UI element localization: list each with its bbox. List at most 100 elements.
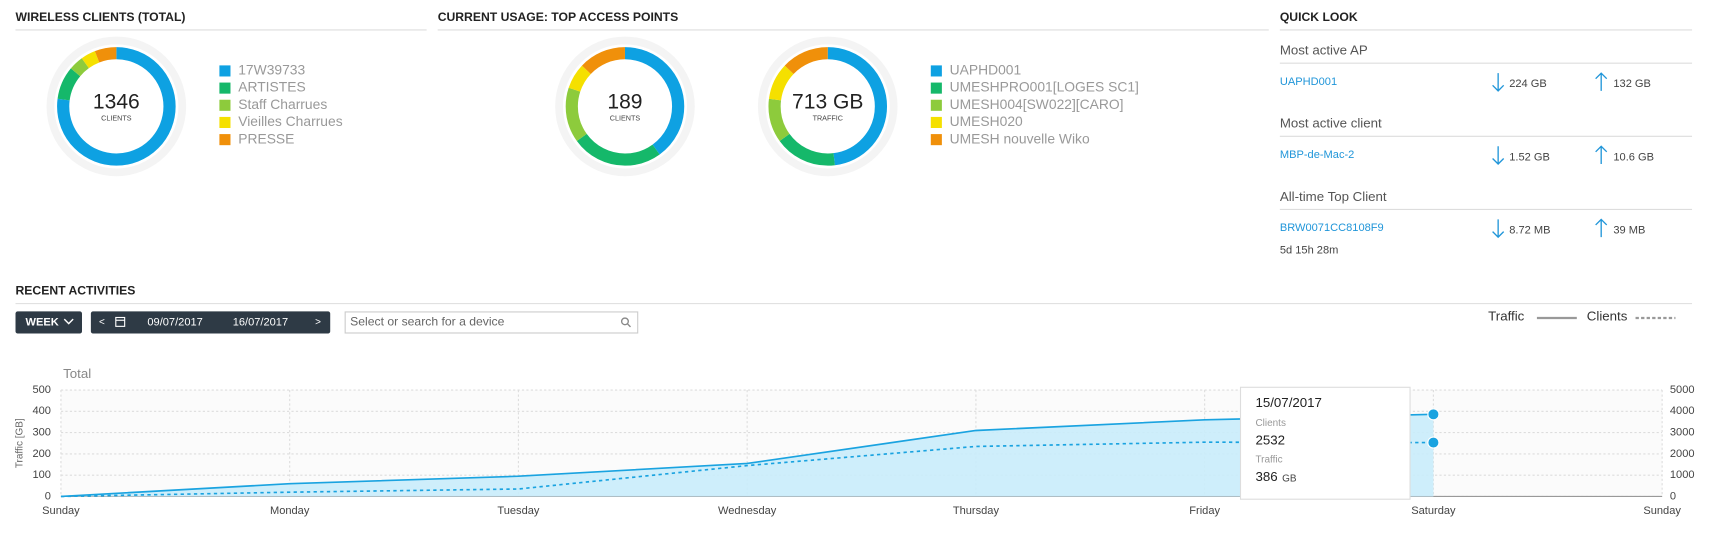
y2-tick-label: 1000 (1670, 469, 1695, 481)
ql-heading: Most active client (1280, 116, 1382, 131)
chevron (63, 318, 74, 325)
range-bg[interactable] (90, 311, 331, 334)
series-area (60, 414, 1434, 497)
donut-halo-inner (54, 44, 179, 169)
y-tick-label: 500 (32, 384, 50, 396)
y2-tick-label: 2000 (1670, 448, 1695, 460)
hover-point (1427, 408, 1440, 421)
legend-label: UAPHD001 (950, 62, 1022, 78)
donut-segment (768, 47, 888, 166)
ql-up: 39 MB (1613, 224, 1645, 236)
donut-segment (565, 47, 685, 166)
download-arrow (1492, 219, 1505, 239)
legend-swatch (219, 65, 231, 77)
hover-point (1427, 436, 1440, 449)
donut-segment (768, 47, 888, 166)
donut-value: 1346 (93, 91, 140, 114)
legend-swatch (219, 134, 231, 146)
section-title: RECENT ACTIVITIES (16, 284, 136, 298)
y2-tick-label: 3000 (1670, 427, 1695, 439)
section-title: QUICK LOOK (1280, 10, 1358, 24)
ql-down: 8.72 MB (1509, 224, 1550, 236)
legend-swatch (930, 82, 942, 94)
chart-title: Total (63, 366, 91, 381)
legend-label: Staff Charrues (238, 96, 327, 112)
upload-arrow (1595, 218, 1608, 238)
legend-label: Clients (1587, 308, 1628, 323)
tooltip-label: Traffic (1255, 455, 1282, 466)
y-tick-label: 300 (32, 427, 50, 439)
button-label[interactable]: WEEK (25, 316, 58, 328)
donut-halo-inner (562, 44, 688, 169)
search-box[interactable]: Select or search for a device (344, 311, 639, 334)
x-tick-label: Sunday (42, 505, 80, 517)
start-date[interactable]: 09/07/2017 (147, 316, 202, 328)
upload-arrow (1595, 145, 1608, 165)
y-tick-label: 100 (32, 469, 50, 481)
legend-label: PRESSE (238, 130, 294, 146)
donut-segment (565, 47, 685, 166)
search-input[interactable] (344, 311, 639, 334)
ql-name[interactable]: BRW0071CC8108F9 (1280, 222, 1384, 234)
ql-detail: 5d 15h 28m (1280, 244, 1339, 256)
ql-heading: Most active AP (1280, 43, 1368, 58)
ql-name[interactable]: MBP-de-Mac-2 (1280, 149, 1355, 161)
x-tick-label: Sunday (1643, 505, 1681, 517)
tooltip-box (1239, 386, 1411, 500)
tooltip-value: 2532 (1255, 433, 1285, 448)
y-axis-label: Traffic [GB] (15, 418, 26, 468)
date-range[interactable]: < 09/07/2017 16/07/2017 > (90, 311, 331, 334)
legend-label: Traffic (1488, 308, 1525, 323)
legend-label: UMESH020 (950, 113, 1023, 129)
download-arrow (1492, 146, 1505, 165)
legend-swatch (219, 116, 231, 128)
donut-segment (768, 47, 888, 166)
legend-swatch (930, 65, 942, 77)
legend-swatch (930, 116, 942, 128)
donut-value: 189 (607, 91, 642, 114)
legend-label: UMESH nouvelle Wiko (950, 130, 1090, 146)
search-placeholder[interactable]: Select or search for a device (350, 315, 504, 329)
y2-tick-label: 0 (1670, 490, 1676, 502)
end-date[interactable]: 16/07/2017 (233, 316, 288, 328)
donut-label: TRAFFIC (813, 113, 843, 122)
x-tick-label: Monday (270, 505, 310, 517)
section-title: WIRELESS CLIENTS (TOTAL) (16, 10, 186, 24)
prev-button[interactable]: < (99, 317, 105, 328)
period-button[interactable]: WEEK (15, 311, 82, 334)
x-tick-label: Friday (1189, 505, 1220, 517)
ql-up: 132 GB (1613, 78, 1651, 90)
ql-name[interactable]: UAPHD001 (1280, 76, 1337, 88)
tooltip-label: Clients (1255, 418, 1285, 429)
legend-label: ARTISTES (238, 79, 305, 95)
calendar-icon (115, 316, 126, 327)
series-line (60, 413, 1434, 498)
legend-label: Vieilles Charrues (238, 113, 342, 129)
donut-value: 713 GB (792, 91, 863, 114)
upload-arrow (1595, 72, 1608, 91)
ql-down: 224 GB (1509, 78, 1547, 90)
legend-swatch (219, 82, 231, 94)
legend-swatch (930, 99, 942, 111)
legend-label: UMESH004[SW022][CARO] (950, 96, 1124, 112)
donut-halo-inner (765, 44, 890, 169)
y2-tick-label: 5000 (1670, 384, 1695, 396)
x-tick-label: Thursday (953, 505, 1000, 517)
x-tick-label: Saturday (1411, 505, 1456, 517)
y-tick-label: 400 (32, 405, 50, 417)
next-button[interactable]: > (315, 317, 321, 328)
ql-heading: All-time Top Client (1280, 189, 1387, 204)
donut-segment (57, 47, 176, 166)
y-tick-label: 0 (45, 490, 51, 502)
tooltip-date: 15/07/2017 (1255, 395, 1321, 410)
tooltip-value: 386 (1255, 469, 1277, 484)
button-bg[interactable] (15, 311, 82, 334)
x-tick-label: Tuesday (497, 505, 540, 517)
legend-label: 17W39733 (238, 62, 305, 78)
ql-up: 10.6 GB (1613, 151, 1654, 163)
donut-segment (565, 47, 685, 166)
download-arrow (1492, 73, 1505, 92)
donut-label: CLIENTS (610, 113, 641, 122)
legend-swatch (219, 99, 231, 111)
